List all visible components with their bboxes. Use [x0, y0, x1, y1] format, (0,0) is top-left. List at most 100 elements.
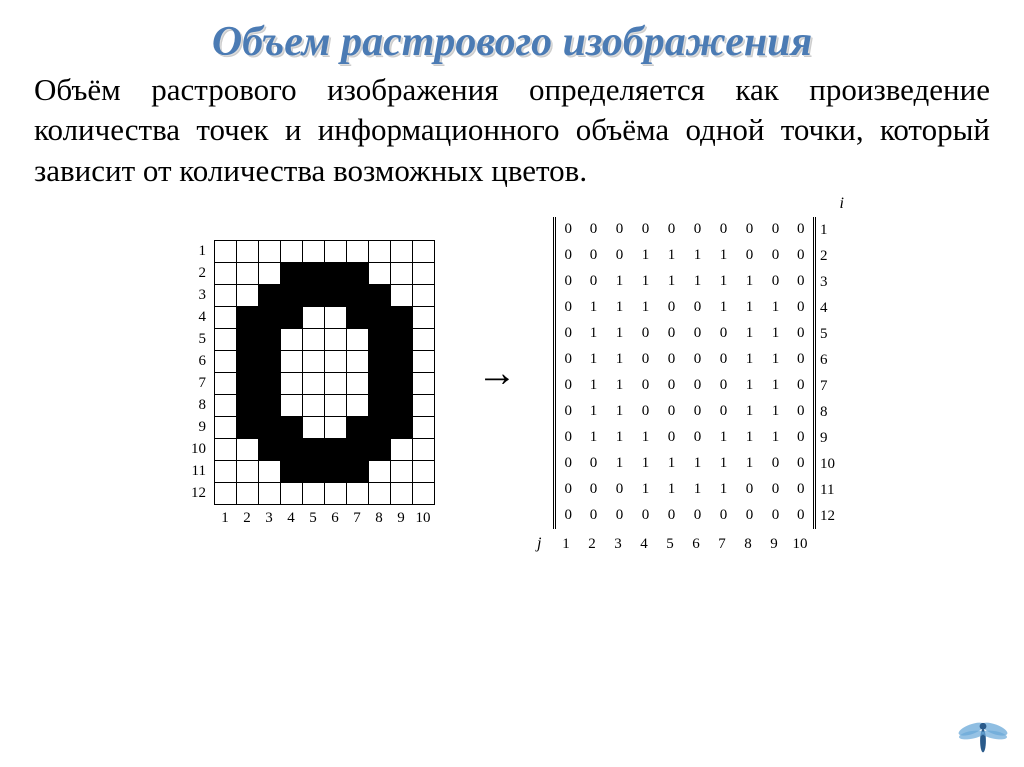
pixel-cell [303, 329, 325, 351]
pixel-cell [413, 461, 435, 483]
matrix-col-label: 9 [761, 536, 787, 553]
pixel-cell [303, 461, 325, 483]
pixel-cell [369, 439, 391, 461]
pixel-cell [325, 373, 347, 395]
matrix-cell: 1 [607, 451, 633, 477]
matrix-cell: 0 [737, 503, 763, 529]
matrix-cell: 1 [763, 425, 789, 451]
pixel-cell [215, 461, 237, 483]
matrix-cell: 0 [789, 399, 815, 425]
pixel-cell [347, 417, 369, 439]
matrix-cell: 0 [633, 373, 659, 399]
pixel-col-label: 3 [258, 510, 280, 527]
pixel-cell [325, 285, 347, 307]
pixel-cell [347, 285, 369, 307]
pixel-cell [369, 461, 391, 483]
matrix-cell: 0 [659, 399, 685, 425]
matrix-col-label: 5 [657, 536, 683, 553]
pixel-cell [413, 483, 435, 505]
pixel-row-labels: 123456789101112 [188, 240, 206, 504]
matrix-row-label: 8 [820, 399, 846, 425]
pixel-cell [259, 373, 281, 395]
page-title: Объем растрового изображения [0, 0, 1024, 70]
pixel-col-label: 9 [390, 510, 412, 527]
matrix-cell: 0 [685, 321, 711, 347]
matrix-table: 0000000000000111100000111111000111001110… [553, 217, 816, 529]
pixel-cell [281, 263, 303, 285]
matrix-cell: 0 [633, 399, 659, 425]
matrix-cell: 0 [711, 321, 737, 347]
pixel-cell [215, 483, 237, 505]
matrix-cell: 1 [633, 451, 659, 477]
pixel-cell [391, 307, 413, 329]
pixel-cell [347, 461, 369, 483]
pixel-cell [237, 263, 259, 285]
pixel-cell [347, 329, 369, 351]
matrix-cell: 1 [763, 399, 789, 425]
matrix-row-label: 1 [820, 217, 846, 243]
pixel-row-label: 6 [188, 350, 206, 372]
matrix-cell: 0 [555, 347, 581, 373]
pixel-col-label: 5 [302, 510, 324, 527]
pixel-cell [281, 417, 303, 439]
matrix-cell: 0 [737, 217, 763, 243]
matrix-cell: 0 [763, 451, 789, 477]
matrix-cell: 0 [711, 373, 737, 399]
matrix-col-label: 3 [605, 536, 631, 553]
matrix-cell: 1 [633, 295, 659, 321]
pixel-col-label: 7 [346, 510, 368, 527]
pixel-cell [347, 395, 369, 417]
pixel-cell [281, 329, 303, 351]
pixel-cell [325, 263, 347, 285]
pixel-row-label: 8 [188, 394, 206, 416]
matrix-cell: 1 [633, 269, 659, 295]
pixel-cell [259, 241, 281, 263]
matrix-cell: 0 [555, 217, 581, 243]
matrix-cell: 0 [711, 347, 737, 373]
matrix-cell: 1 [659, 451, 685, 477]
pixel-cell [303, 285, 325, 307]
matrix-cell: 0 [789, 217, 815, 243]
pixel-cell [215, 285, 237, 307]
pixel-cell [325, 439, 347, 461]
pixel-cell [237, 439, 259, 461]
pixel-cell [215, 373, 237, 395]
pixel-cell [281, 351, 303, 373]
matrix-cell: 0 [607, 503, 633, 529]
pixel-cell [303, 373, 325, 395]
matrix-cell: 1 [737, 321, 763, 347]
pixel-cell [369, 263, 391, 285]
matrix-cell: 0 [711, 217, 737, 243]
pixel-cell [347, 263, 369, 285]
matrix-cell: 0 [555, 425, 581, 451]
matrix-cell: 0 [555, 503, 581, 529]
pixel-cell [391, 483, 413, 505]
matrix-cell: 0 [633, 217, 659, 243]
matrix-cell: 0 [633, 347, 659, 373]
matrix-cell: 0 [685, 425, 711, 451]
matrix-cell: 0 [763, 217, 789, 243]
pixel-cell [303, 439, 325, 461]
matrix-row-label: 11 [820, 477, 846, 503]
pixel-cell [215, 395, 237, 417]
pixel-row-label: 9 [188, 416, 206, 438]
matrix-cell: 0 [659, 503, 685, 529]
matrix-col-label: 8 [735, 536, 761, 553]
matrix-cell: 0 [659, 295, 685, 321]
pixel-cell [369, 307, 391, 329]
pixel-cell [215, 263, 237, 285]
matrix-cell: 0 [555, 451, 581, 477]
matrix-cell: 1 [581, 295, 607, 321]
matrix-cell: 1 [659, 243, 685, 269]
matrix-cell: 1 [737, 425, 763, 451]
pixel-cell [391, 417, 413, 439]
matrix-cell: 1 [607, 399, 633, 425]
matrix-cell: 0 [763, 503, 789, 529]
matrix-cell: 0 [659, 217, 685, 243]
matrix-cell: 1 [685, 243, 711, 269]
matrix-cell: 1 [659, 269, 685, 295]
matrix-col-label: 4 [631, 536, 657, 553]
matrix-cell: 0 [685, 295, 711, 321]
matrix-cell: 1 [711, 451, 737, 477]
matrix-cell: 0 [555, 477, 581, 503]
